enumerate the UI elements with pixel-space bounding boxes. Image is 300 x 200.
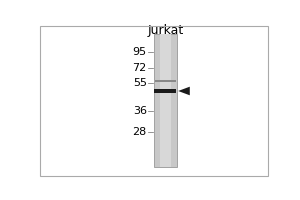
Text: 55: 55 bbox=[133, 78, 147, 88]
Text: Jurkat: Jurkat bbox=[147, 24, 184, 37]
Bar bbox=[154, 34, 177, 167]
Polygon shape bbox=[178, 87, 190, 95]
Bar bbox=[154, 89, 176, 93]
Text: 28: 28 bbox=[133, 127, 147, 137]
Bar bbox=[155, 80, 176, 82]
Text: 95: 95 bbox=[133, 47, 147, 57]
Text: 72: 72 bbox=[133, 63, 147, 73]
Text: 36: 36 bbox=[133, 106, 147, 116]
Bar bbox=[160, 34, 171, 167]
